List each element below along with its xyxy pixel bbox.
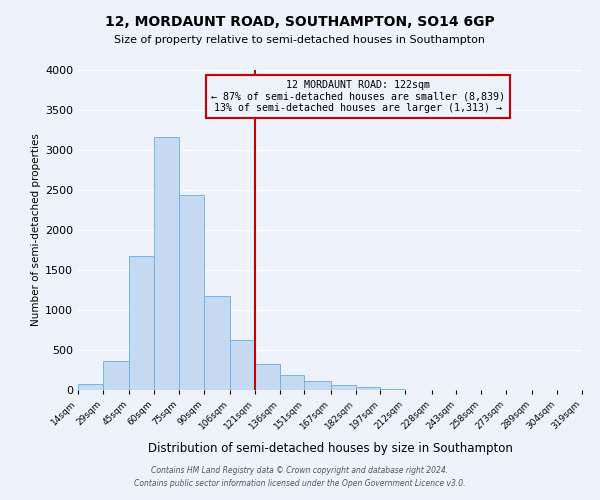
Bar [78,384,103,390]
Bar [154,137,179,390]
Bar [103,361,129,390]
Y-axis label: Number of semi-detached properties: Number of semi-detached properties [31,134,41,326]
Bar [179,195,203,390]
Bar [304,381,331,390]
Bar [331,385,356,390]
Bar [203,296,230,390]
Bar [129,256,154,390]
Text: Size of property relative to semi-detached houses in Southampton: Size of property relative to semi-detach… [115,35,485,45]
Bar [280,375,304,390]
Text: 12, MORDAUNT ROAD, SOUTHAMPTON, SO14 6GP: 12, MORDAUNT ROAD, SOUTHAMPTON, SO14 6GP [105,15,495,29]
Bar [356,387,380,390]
Text: Contains HM Land Registry data © Crown copyright and database right 2024.
Contai: Contains HM Land Registry data © Crown c… [134,466,466,487]
Bar [380,389,405,390]
Bar [255,364,280,390]
Text: 12 MORDAUNT ROAD: 122sqm
← 87% of semi-detached houses are smaller (8,839)
13% o: 12 MORDAUNT ROAD: 122sqm ← 87% of semi-d… [211,80,505,113]
X-axis label: Distribution of semi-detached houses by size in Southampton: Distribution of semi-detached houses by … [148,442,512,455]
Bar [230,340,255,390]
